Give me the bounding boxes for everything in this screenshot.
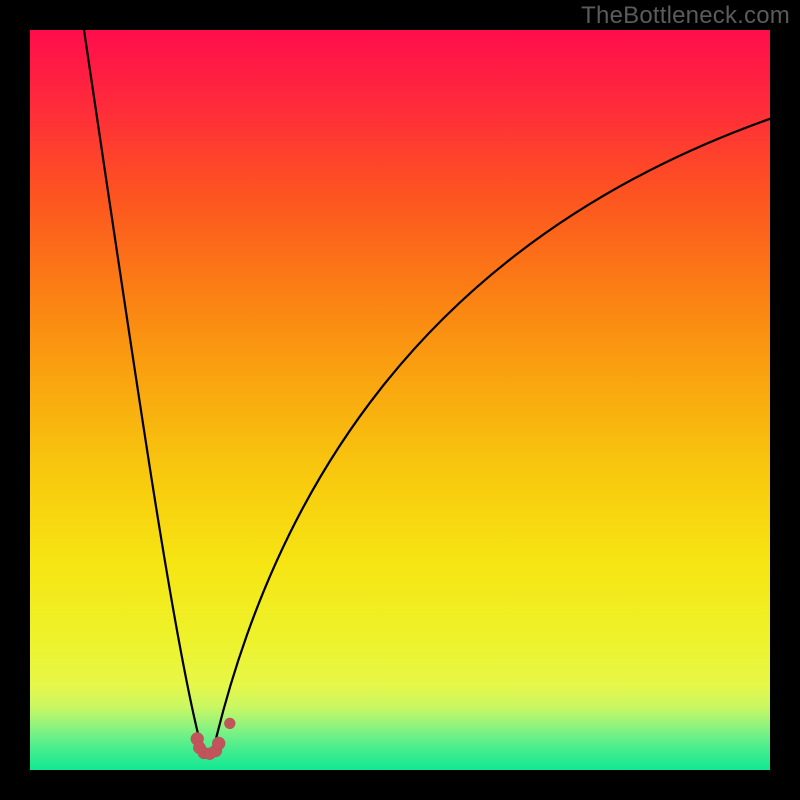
curve-path [82,30,770,753]
marker-dot [212,737,225,750]
watermark-text: TheBottleneck.com [581,2,790,30]
marker-cluster [191,718,236,760]
marker-dot [224,718,235,729]
bottleneck-curve [30,30,770,770]
figure-root: TheBottleneck.com [0,0,800,800]
